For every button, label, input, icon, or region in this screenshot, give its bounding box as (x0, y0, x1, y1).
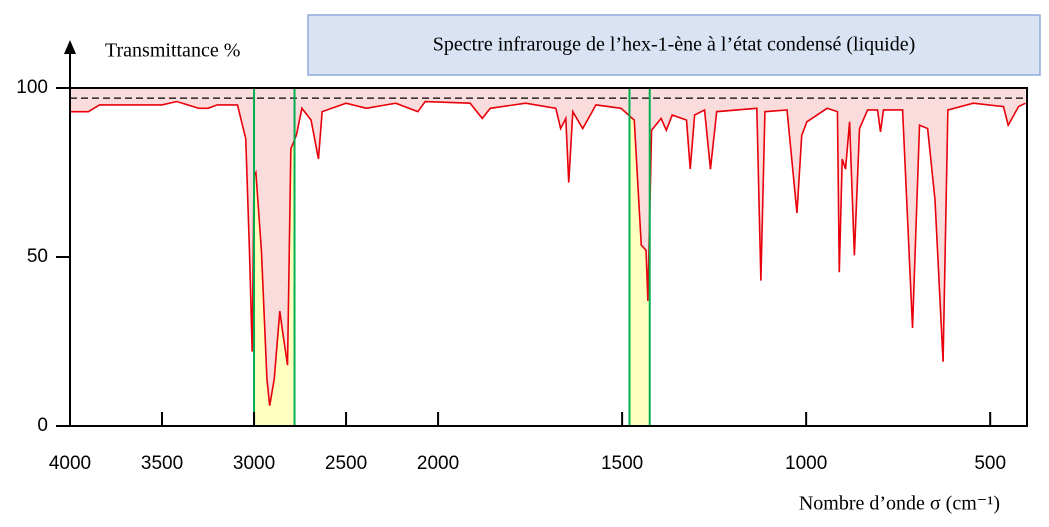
highlight-band (629, 115, 650, 426)
y-axis-arrowhead (64, 40, 76, 54)
x-tick-label: 4000 (49, 453, 91, 474)
x-tick-label: 3000 (233, 453, 275, 474)
x-tick-label: 500 (974, 453, 1006, 474)
x-tick-label: 1500 (601, 453, 643, 474)
y-tick-label: 100 (16, 77, 48, 98)
x-tick-label: 1000 (785, 453, 827, 474)
spectrum-line (70, 100, 1026, 406)
y-axis-label: Transmittance % (105, 40, 240, 62)
y-tick-label: 0 (37, 415, 48, 436)
x-tick-label: 2500 (325, 453, 367, 474)
transmittance-fill (70, 88, 1026, 406)
title-box (307, 14, 1041, 76)
x-tick-label: 3500 (141, 453, 183, 474)
y-tick-label: 50 (27, 246, 48, 267)
plot-frame (69, 87, 1028, 427)
x-axis-label: Nombre d’onde σ (cm⁻¹) (799, 493, 1000, 515)
highlight-band (254, 139, 295, 426)
x-tick-label: 2000 (417, 453, 459, 474)
chart-title: Spectre infrarouge de l’hex-1-ène à l’ét… (433, 34, 916, 56)
